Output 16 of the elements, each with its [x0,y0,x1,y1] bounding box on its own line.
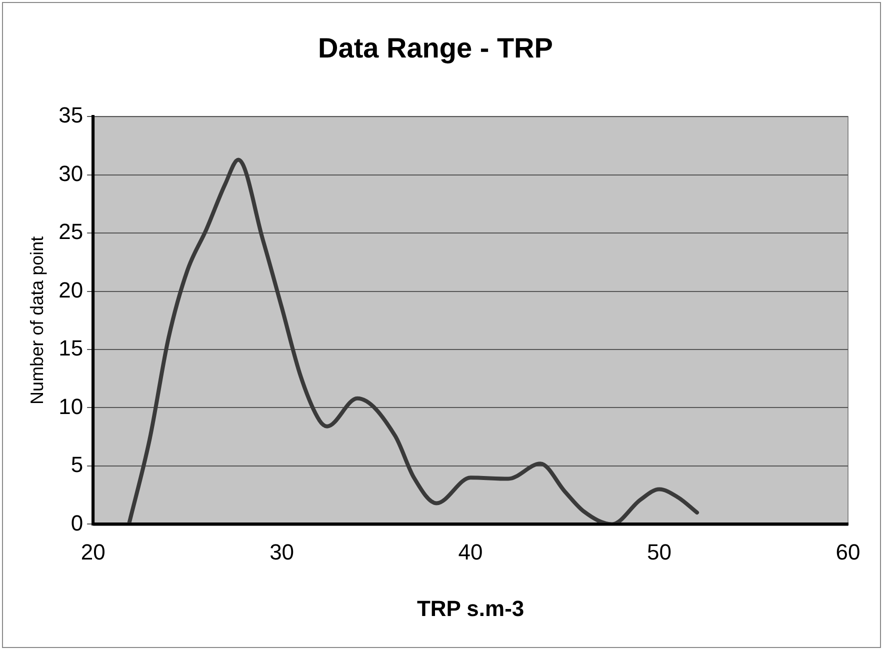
y-tick-label: 25 [58,219,84,244]
y-tick-label: 5 [70,452,84,478]
y-tick-label: 15 [58,336,84,361]
x-tick-label: 40 [458,539,483,564]
y-axis-title: Number of data point [26,236,47,404]
y-tick-label: 30 [58,160,84,186]
x-tick-label: 30 [270,539,294,564]
y-tick-label: 20 [58,277,84,302]
x-tick-label: 50 [647,539,672,564]
y-tick-label: 35 [58,102,84,128]
x-tick-label: 60 [836,539,860,564]
x-axis-title: TRP s.m-3 [416,596,524,621]
y-tick-label: 10 [58,394,84,419]
chart-title: Data Range - TRP [318,32,553,64]
y-tick-label: 0 [70,510,84,536]
line-series [126,158,700,524]
